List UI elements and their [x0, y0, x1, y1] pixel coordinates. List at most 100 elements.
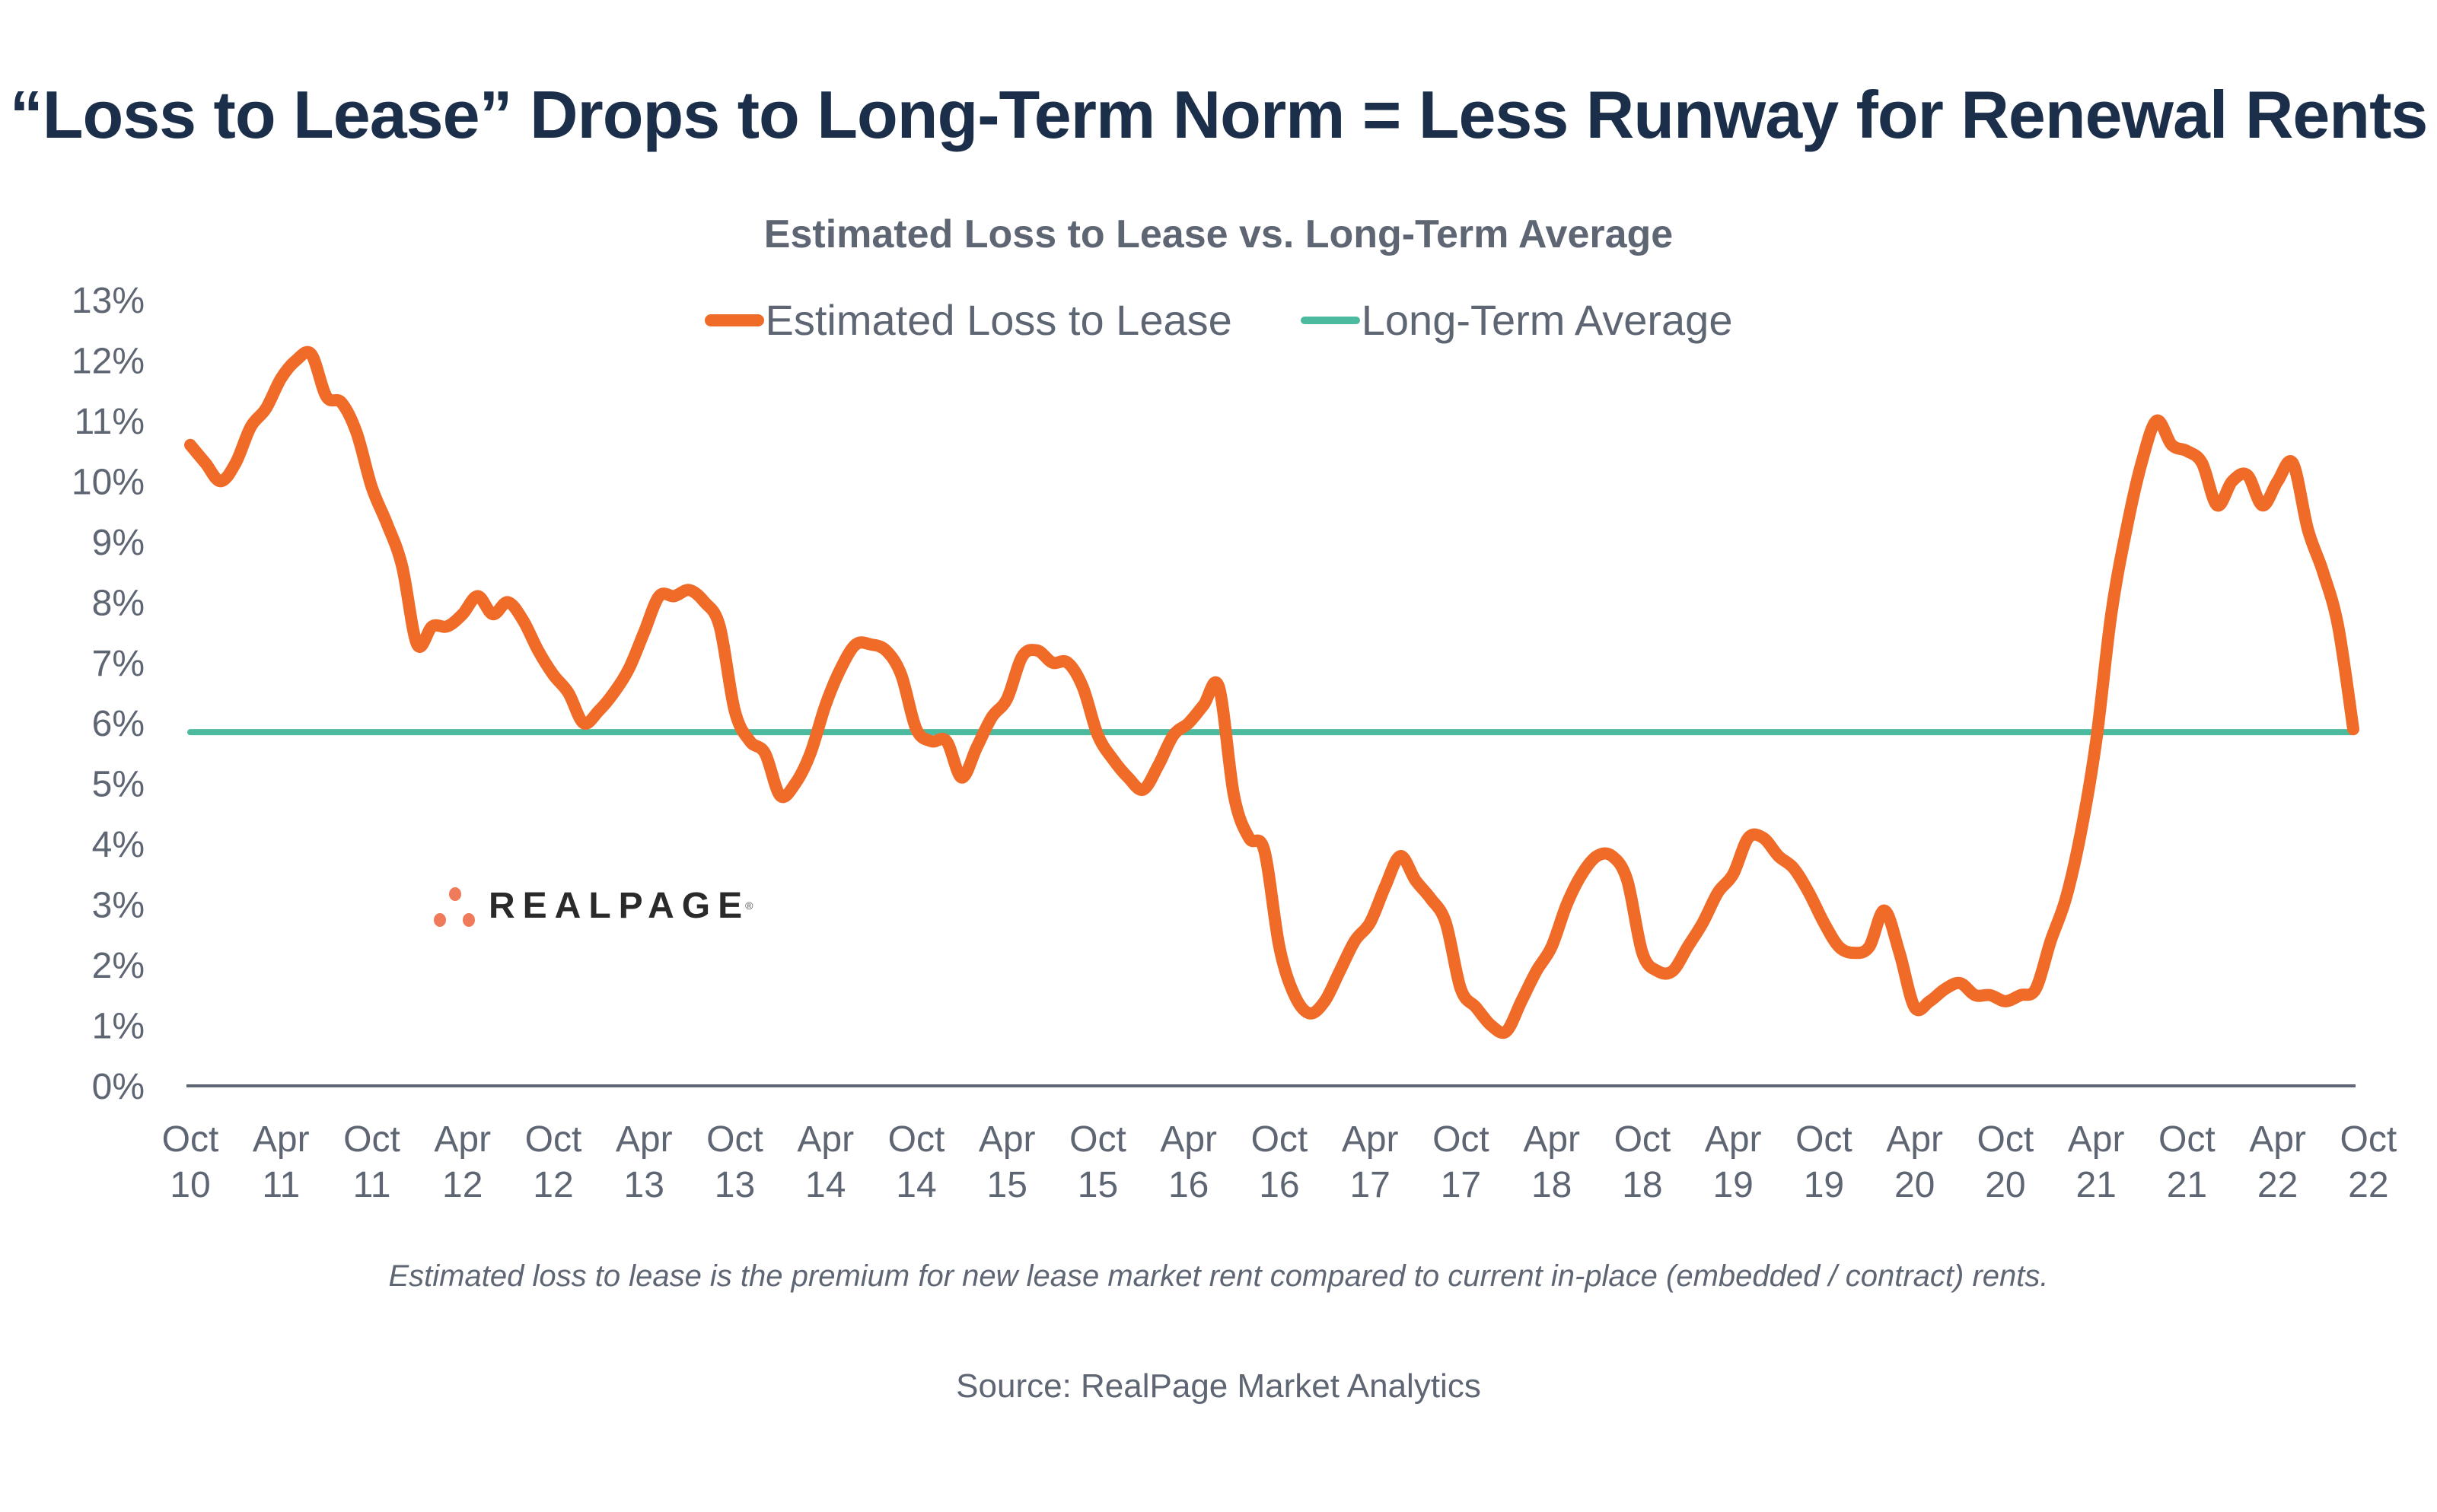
y-tick-label: 12% — [72, 341, 145, 381]
y-tick-label: 8% — [92, 583, 145, 623]
data-point — [1035, 648, 1040, 653]
x-tick-label: 20 — [1985, 1165, 2025, 1205]
data-point — [2230, 479, 2235, 483]
data-point — [1807, 890, 1811, 895]
data-point — [203, 461, 208, 466]
data-point — [1761, 836, 1766, 840]
data-point — [248, 425, 253, 429]
data-point — [1821, 920, 1826, 925]
data-point — [718, 624, 722, 629]
data-point — [778, 794, 782, 798]
data-point — [400, 564, 404, 568]
legend-item-long-term-average[interactable]: Long-Term Average — [1300, 295, 1732, 345]
x-axis: Oct 10 Apr 11 Oct 11 Apr 12 Oct 12 Apr 13 Oct 13 Apr 14… — [162, 1119, 2397, 1205]
data-point — [702, 600, 707, 604]
data-point — [369, 485, 374, 489]
x-tick-label: 17 — [1441, 1165, 1481, 1205]
logo-text: REALPAGE — [489, 885, 750, 926]
data-point — [2124, 527, 2129, 532]
page-title: “Loss to Lease” Drops to Long-Term Norm … — [9, 77, 2429, 152]
data-point — [339, 400, 344, 405]
data-point — [490, 612, 495, 616]
data-point — [460, 612, 465, 616]
data-point — [1837, 944, 1841, 949]
data-point — [1579, 872, 1584, 877]
y-axis: 0% 1% 2% 3% 4% 5% 6% 7% 8% 9% 10% 11% 12% 13% — [72, 281, 145, 1107]
x-tick-label: 12 — [533, 1165, 573, 1205]
data-point — [551, 673, 556, 677]
data-point — [536, 648, 540, 653]
data-point — [1231, 794, 1236, 798]
data-point — [581, 721, 586, 725]
x-tick-label: 11 — [262, 1165, 300, 1205]
data-point — [2276, 479, 2280, 483]
chart-legend: Estimated Loss to Lease Long-Term Averag… — [0, 295, 2437, 345]
data-point — [2139, 461, 2144, 466]
x-tick-label: 17 — [1349, 1165, 1390, 1205]
x-tick-label: Oct — [888, 1119, 945, 1160]
x-tick-label: Oct — [1977, 1119, 2034, 1160]
data-point — [2003, 999, 2008, 1004]
legend-item-loss-to-lease[interactable]: Estimated Loss to Lease — [704, 295, 1232, 345]
data-point — [2063, 896, 2068, 901]
y-tick-label: 11% — [74, 402, 145, 442]
x-tick-label: Oct — [525, 1119, 582, 1160]
x-tick-label: Oct — [1614, 1119, 1671, 1160]
data-point — [839, 667, 843, 671]
data-point — [1625, 878, 1629, 883]
data-point — [1776, 854, 1781, 858]
x-tick-label: 18 — [1531, 1165, 1572, 1205]
data-point — [1413, 878, 1418, 883]
data-point — [2034, 987, 2038, 992]
x-tick-label: 20 — [1894, 1165, 1935, 1205]
x-tick-label: Oct — [1251, 1119, 1308, 1160]
x-tick-label: Oct — [1432, 1119, 1489, 1160]
x-tick-label: 19 — [1804, 1165, 1844, 1205]
data-point — [1640, 950, 1645, 955]
data-point — [929, 739, 934, 743]
data-point — [415, 642, 419, 647]
x-tick-label: 15 — [987, 1165, 1027, 1205]
data-point — [1792, 866, 1796, 871]
x-tick-label: Oct — [1795, 1119, 1852, 1160]
data-point — [884, 648, 888, 653]
data-point — [263, 406, 268, 411]
data-point — [1247, 836, 1251, 840]
data-point — [430, 624, 435, 629]
data-point — [1731, 872, 1735, 877]
data-point — [1308, 1011, 1312, 1016]
y-tick-label: 10% — [72, 462, 145, 502]
data-point — [1383, 884, 1387, 889]
data-point — [1519, 999, 1524, 1004]
data-point — [626, 667, 631, 671]
legend-swatch-long-term-average — [1300, 316, 1360, 324]
data-point — [1942, 987, 1947, 992]
data-point — [1444, 920, 1448, 925]
data-point — [1066, 661, 1070, 665]
data-point — [1988, 993, 1993, 998]
data-point — [1746, 836, 1750, 840]
x-tick-label: Apr — [1705, 1119, 1762, 1160]
y-tick-label: 6% — [92, 704, 145, 744]
y-tick-label: 1% — [92, 1007, 145, 1047]
data-point — [1928, 999, 1932, 1004]
y-tick-label: 13% — [72, 281, 145, 321]
x-tick-label: Apr — [979, 1119, 1036, 1160]
data-point — [1202, 702, 1206, 707]
data-point — [2200, 461, 2204, 466]
data-point — [1337, 969, 1342, 973]
chart-title: Estimated Loss to Lease vs. Long-Term Av… — [763, 212, 1674, 256]
data-point — [1005, 696, 1009, 701]
x-tick-label: Apr — [797, 1119, 854, 1160]
x-tick-label: 15 — [1078, 1165, 1118, 1205]
data-point — [445, 624, 450, 629]
x-tick-label: Apr — [1523, 1119, 1580, 1160]
x-tick-label: Apr — [434, 1119, 491, 1160]
data-point — [2018, 993, 2023, 998]
x-tick-label: 21 — [2075, 1165, 2116, 1205]
logo-dots-icon — [434, 883, 479, 928]
data-point — [1292, 993, 1297, 998]
x-tick-label: Apr — [253, 1119, 310, 1160]
data-point — [1081, 685, 1085, 689]
data-point — [1216, 685, 1221, 689]
